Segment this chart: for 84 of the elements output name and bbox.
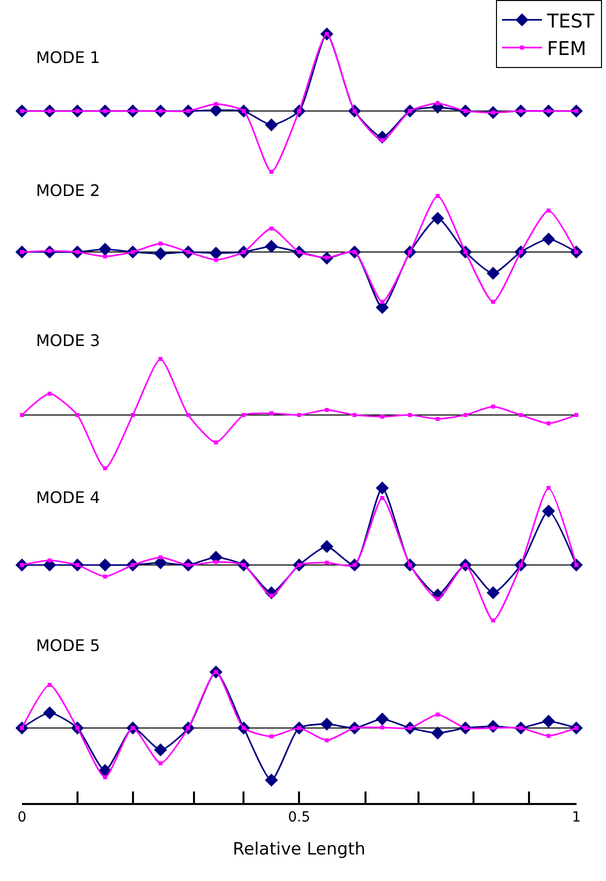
x-tick-label: 0 (17, 810, 26, 826)
point (380, 496, 384, 500)
point (436, 712, 440, 717)
point (546, 486, 551, 490)
point (214, 440, 218, 444)
point (269, 411, 274, 416)
point (431, 726, 444, 740)
chart-title: MODE 5 (36, 636, 100, 655)
point (154, 743, 168, 756)
point (186, 413, 190, 417)
point (48, 558, 52, 562)
point (103, 574, 108, 579)
point (380, 725, 384, 730)
point (542, 504, 556, 518)
point (269, 594, 274, 598)
text: MODE 1 (36, 48, 100, 67)
point (463, 413, 468, 417)
point (158, 357, 163, 361)
point (75, 413, 80, 417)
point (209, 246, 222, 260)
chart-title: MODE 2 (36, 181, 100, 200)
chart-title: MODE 4 (36, 488, 100, 507)
point (269, 734, 274, 738)
point (103, 466, 108, 470)
point (380, 138, 384, 142)
point (297, 413, 302, 417)
point (158, 242, 163, 246)
point (546, 421, 551, 426)
chart-title: MODE 3 (36, 331, 100, 350)
point (320, 718, 334, 731)
point (491, 404, 496, 409)
point (380, 300, 384, 304)
point (491, 618, 496, 622)
legend-label: TEST (546, 10, 595, 32)
point (48, 392, 52, 396)
x-tick-label: 1 (572, 810, 581, 826)
point (436, 416, 440, 421)
point (98, 242, 112, 256)
point (324, 560, 329, 565)
point (376, 712, 389, 726)
point (214, 258, 218, 262)
point (264, 118, 278, 132)
point (214, 560, 218, 564)
point (486, 266, 500, 280)
point (486, 586, 500, 600)
point (431, 212, 444, 225)
point (242, 413, 246, 417)
point (20, 413, 24, 417)
point (98, 558, 112, 572)
point (158, 761, 163, 766)
point (324, 408, 329, 412)
point (158, 555, 163, 560)
point (542, 714, 556, 728)
point (103, 775, 108, 780)
point (209, 104, 222, 117)
point (264, 774, 278, 787)
point (320, 540, 334, 554)
point (48, 682, 52, 687)
point (214, 102, 218, 106)
point (436, 596, 440, 601)
point (130, 413, 135, 417)
point (436, 194, 440, 198)
legend-label: FEM (547, 38, 586, 60)
point (352, 413, 357, 417)
point (408, 413, 412, 417)
point (380, 414, 384, 419)
point (103, 254, 108, 258)
point (376, 482, 389, 494)
x-axis-title: Relative Length (232, 839, 366, 860)
x-tick-label: 0.5 (288, 810, 310, 826)
point (324, 738, 329, 742)
point (269, 226, 274, 230)
point (376, 300, 389, 314)
point (491, 300, 496, 304)
point (574, 413, 578, 417)
point (542, 232, 556, 246)
point (264, 240, 278, 253)
point (154, 247, 168, 260)
point (518, 413, 523, 417)
point (43, 706, 56, 720)
point (436, 101, 440, 106)
point (546, 734, 551, 738)
point (269, 170, 274, 174)
point (546, 208, 551, 213)
